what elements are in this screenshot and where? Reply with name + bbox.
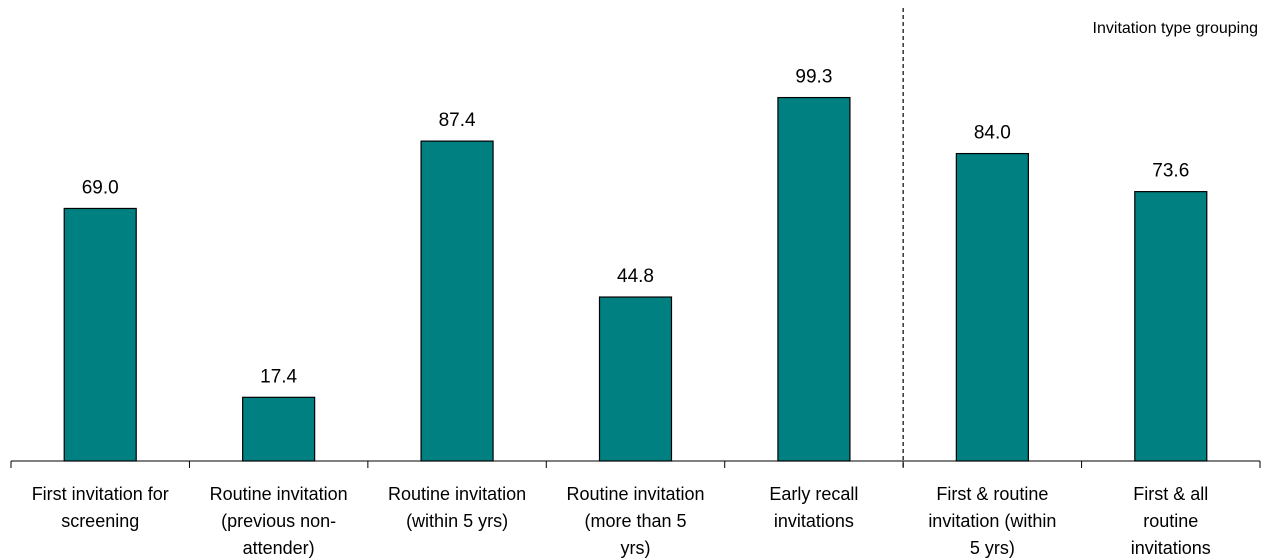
- category-label-0: First invitation for screening: [32, 484, 169, 531]
- bar-2: [420, 140, 494, 462]
- value-label-0: 69.0: [82, 177, 119, 198]
- bar-5: [955, 152, 1029, 462]
- value-label-3: 44.8: [617, 266, 654, 287]
- bars-layer: [63, 96, 1208, 462]
- category-labels-layer: First invitation for screening Routine inv…: [32, 484, 1211, 558]
- value-label-5: 84.0: [974, 123, 1011, 144]
- category-label-4: Early recall invitations: [769, 484, 858, 531]
- category-label-1: Routine invitation (previous non-attender…: [210, 484, 348, 558]
- value-label-1: 17.4: [260, 366, 297, 387]
- category-label-6: First & all routine invitations: [1131, 484, 1211, 558]
- bar-1: [242, 396, 316, 462]
- category-label-5: First & routine invitation (within 5 yrs): [928, 484, 1056, 558]
- category-label-2: Routine invitation (within 5 yrs): [388, 484, 526, 531]
- group-annotation-label: Invitation type grouping: [1093, 20, 1258, 37]
- category-label-3: Routine invitation (more than 5 yrs): [566, 484, 704, 558]
- value-label-4: 99.3: [795, 67, 832, 88]
- value-labels-layer: 69.0 17.4 87.4 44.8 99.3 84.0 73.6: [82, 67, 1190, 388]
- value-label-6: 73.6: [1152, 161, 1189, 182]
- x-axis-ticks-layer: [10, 461, 1261, 468]
- bar-4: [777, 96, 851, 462]
- bar-0: [63, 207, 137, 462]
- bar-3: [598, 296, 673, 462]
- bar-6: [1134, 191, 1208, 462]
- value-label-2: 87.4: [439, 110, 476, 131]
